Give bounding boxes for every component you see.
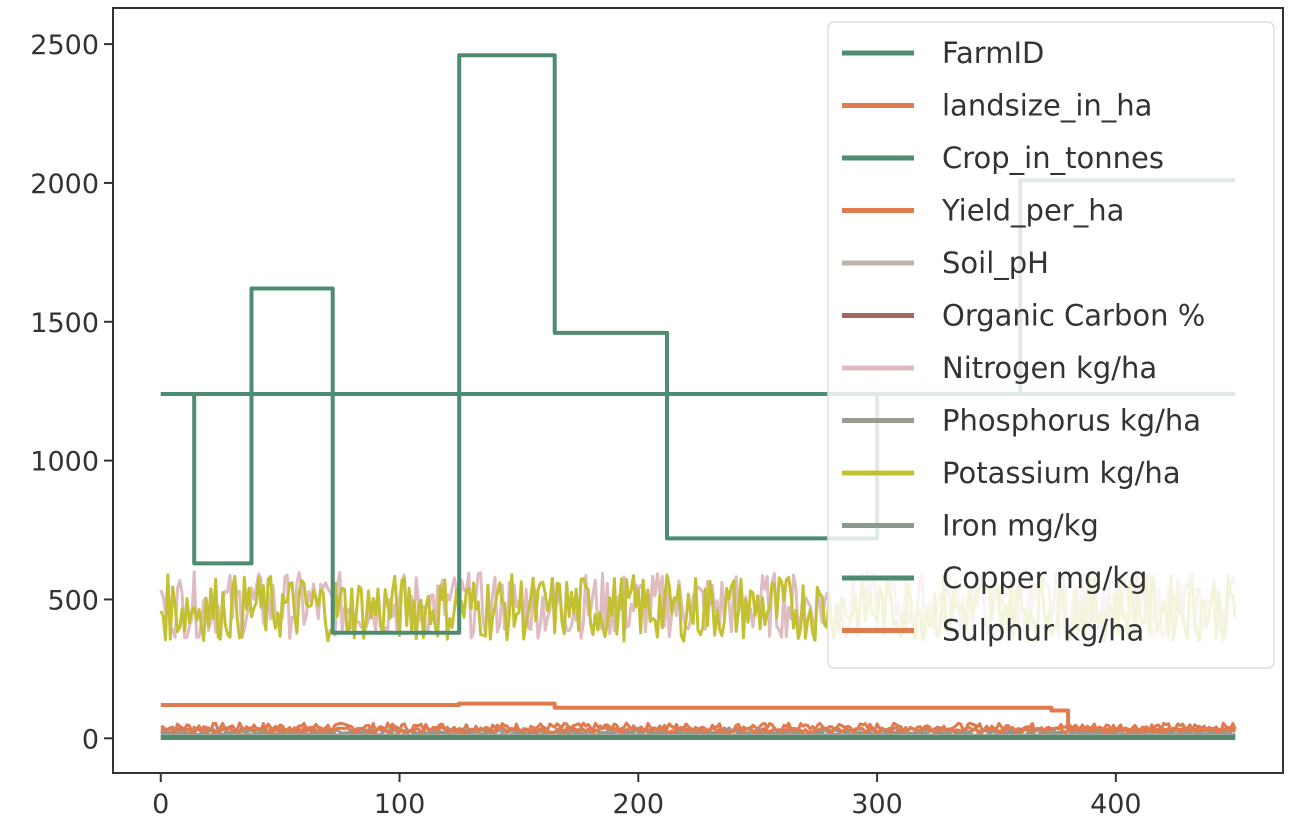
legend-label-11: Sulphur kg/ha	[942, 614, 1144, 648]
y-tick-label-4: 2000	[30, 169, 99, 200]
y-tick-label-3: 1500	[30, 308, 99, 339]
x-tick-label-4: 400	[1090, 789, 1142, 820]
x-tick-label-1: 100	[374, 789, 426, 820]
plot-frame	[112, 7, 1284, 774]
x-tick-label-3: 300	[851, 789, 903, 820]
legend-label-3: Yield_per_ha	[941, 194, 1124, 228]
x-tick-label-2: 200	[613, 789, 665, 820]
axes-layer: 0 500 1000 1500 2000 2500 0 100 200 300 400	[30, 7, 1284, 820]
y-tick-label-0: 0	[82, 724, 99, 755]
series-line-11	[160, 725, 1236, 735]
legend-label-8: Potassium kg/ha	[942, 456, 1181, 490]
legend: FarmID landsize_in_ha Crop_in_tonnes Yield_…	[827, 21, 1275, 669]
legend-label-5: Organic Carbon %	[942, 299, 1205, 333]
legend-label-4: Soil_pH	[942, 246, 1049, 280]
y-tick-label-5: 2500	[30, 30, 99, 61]
x-tick-label-0: 0	[152, 789, 169, 820]
y-tick-label-1: 500	[47, 585, 99, 616]
legend-label-0: FarmID	[942, 36, 1044, 70]
y-tick-label-2: 1000	[30, 447, 99, 478]
legend-label-10: Copper mg/kg	[942, 561, 1147, 595]
legend-label-6: Nitrogen kg/ha	[942, 351, 1157, 385]
series-line-1	[160, 701, 1236, 732]
legend-label-1: landsize_in_ha	[942, 89, 1152, 123]
legend-label-2: Crop_in_tonnes	[942, 141, 1164, 175]
legend-box	[827, 21, 1275, 669]
legend-label-7: Phosphorus kg/ha	[942, 404, 1201, 438]
legend-label-9: Iron mg/kg	[942, 509, 1099, 543]
series-layer	[159, 53, 1237, 740]
